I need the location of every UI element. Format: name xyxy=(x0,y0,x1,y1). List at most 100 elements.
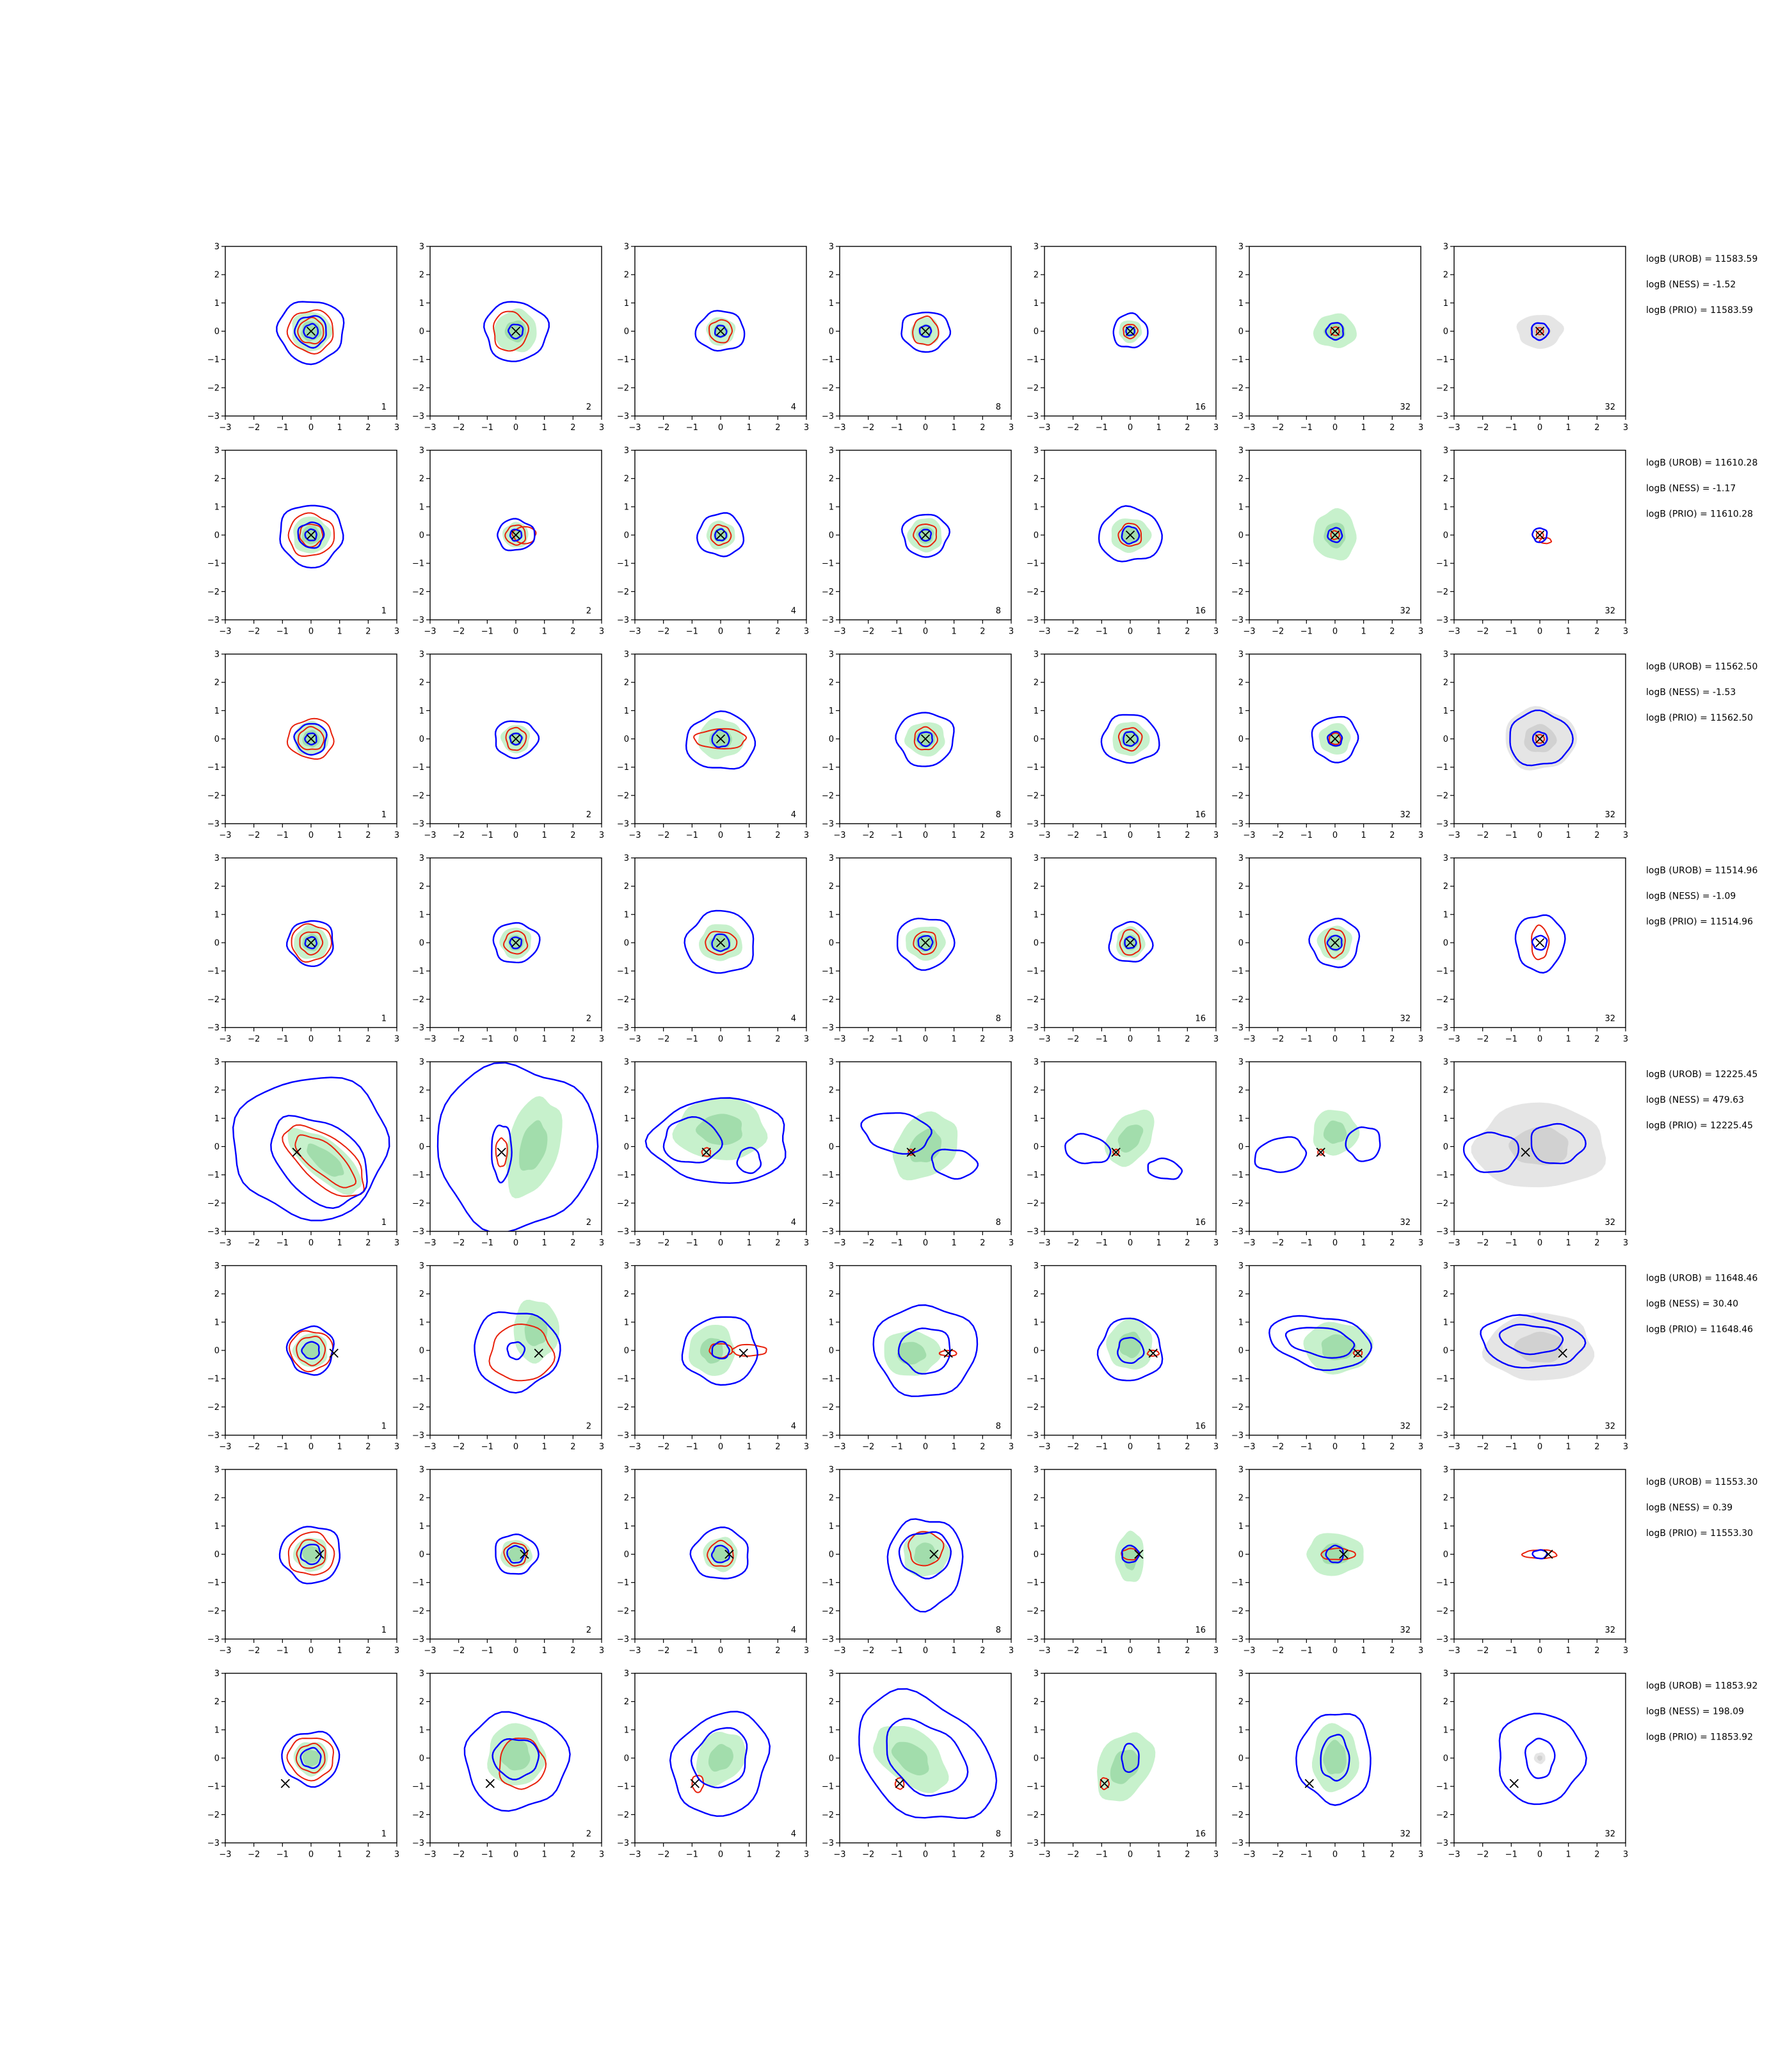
panel-r8-c1: −3 −3 −2 −2 −1 −1 0 0 1 1 2 2 3 3 1 xyxy=(207,1669,399,1860)
panel-label: 32 xyxy=(1400,810,1411,820)
blue-contour xyxy=(662,1116,723,1164)
y-tick-label: 3 xyxy=(419,1669,424,1679)
x-tick-label: −3 xyxy=(1038,1646,1050,1656)
y-tick-label: −3 xyxy=(412,1228,424,1237)
x-tick-label: 0 xyxy=(513,1035,518,1044)
y-tick-label: 1 xyxy=(1443,707,1448,716)
plot-area xyxy=(1311,716,1359,764)
x-tick-label: −1 xyxy=(1096,627,1108,637)
y-tick-label: 3 xyxy=(214,1466,220,1475)
y-tick-label: 2 xyxy=(419,1290,424,1299)
plot-area xyxy=(436,1062,599,1231)
plot-area xyxy=(1514,914,1566,974)
x-tick-label: −1 xyxy=(686,1646,698,1656)
panel-r7-c4: −3−3 −2 −2 −1 −1 0 0 1 1 2 2 3 3 8 xyxy=(822,1466,1014,1656)
y-tick-label: 1 xyxy=(1443,502,1448,512)
y-tick-label: −1 xyxy=(617,1375,629,1384)
blue-contour xyxy=(463,1711,571,1812)
plot-area xyxy=(860,1111,979,1181)
true-value-marker xyxy=(534,1348,543,1358)
blue-contour xyxy=(285,1325,335,1376)
x-tick-label: 1 xyxy=(1566,1443,1571,1452)
panel-r4-c6: −3 −3 −2 −2 −1 −1 0 0 1 1 2 2 3 3 32 xyxy=(1231,854,1423,1044)
red-contour xyxy=(286,309,334,355)
x-tick-label: −3 xyxy=(219,1850,231,1860)
y-tick-label: 2 xyxy=(1238,1494,1244,1503)
blue-contour xyxy=(300,1544,322,1565)
y-tick-label: −2 xyxy=(1027,1403,1039,1412)
plot-area xyxy=(684,909,755,974)
x-tick-label: −2 xyxy=(657,1443,669,1452)
red-contour xyxy=(286,1737,335,1782)
y-tick-label: 3 xyxy=(1238,854,1244,863)
x-tick-label: −2 xyxy=(657,423,669,433)
x-tick-label: 0 xyxy=(1128,1850,1133,1860)
x-tick-label: −3 xyxy=(1243,1035,1255,1044)
red-contour xyxy=(1324,928,1346,959)
blue-contour xyxy=(279,504,344,569)
x-tick-label: −1 xyxy=(1096,1443,1108,1452)
y-tick-label: −1 xyxy=(207,1171,220,1180)
true-value-marker xyxy=(1535,938,1545,948)
y-tick-label: −3 xyxy=(1436,820,1448,829)
y-tick-label: 2 xyxy=(214,678,220,688)
y-tick-label: 0 xyxy=(419,1754,424,1764)
x-tick-label: −3 xyxy=(1243,1646,1255,1656)
x-tick-label: 1 xyxy=(952,423,957,433)
plot-area xyxy=(694,310,746,352)
y-tick-label: 2 xyxy=(624,1697,629,1707)
x-tick-label: 0 xyxy=(1332,1238,1338,1248)
x-tick-label: −2 xyxy=(1067,627,1079,637)
y-tick-label: 2 xyxy=(419,474,424,484)
y-tick-label: 3 xyxy=(1443,1058,1448,1068)
y-tick-label: −1 xyxy=(1027,355,1039,365)
x-tick-label: 1 xyxy=(1156,627,1162,637)
gray-density-core xyxy=(1537,1756,1542,1761)
red-contour xyxy=(708,319,733,344)
blue-contour xyxy=(1121,525,1140,545)
y-tick-label: 1 xyxy=(829,502,834,512)
panel-r5-c7: −3−3 −2 −2 −1 −1 0 0 1 1 2 2 3 3 32 xyxy=(1436,1058,1628,1249)
x-tick-label: −2 xyxy=(1476,627,1489,637)
y-tick-label: 0 xyxy=(1034,1754,1039,1764)
y-tick-label: 2 xyxy=(419,678,424,688)
panel-r8-c2: −3−3 −2 −2 −1 −1 0 0 1 1 2 2 3 3 2 xyxy=(412,1669,604,1860)
panel-label: 1 xyxy=(381,1218,387,1228)
y-tick-label: −2 xyxy=(207,1403,220,1412)
blue-contour xyxy=(1462,1132,1520,1173)
y-tick-label: −1 xyxy=(617,559,629,569)
panel-label: 16 xyxy=(1195,1014,1206,1024)
green-density-core xyxy=(891,1741,929,1776)
y-tick-label: 1 xyxy=(214,1522,220,1532)
blue-contour xyxy=(1064,1133,1112,1165)
true-value-marker xyxy=(1535,530,1545,540)
x-tick-label: 1 xyxy=(1361,1035,1366,1044)
blue-contour xyxy=(509,936,523,950)
blue-contour xyxy=(872,1304,979,1397)
x-tick-label: 2 xyxy=(570,423,575,433)
y-tick-label: −3 xyxy=(1027,1635,1039,1645)
y-tick-label: −3 xyxy=(1231,1228,1244,1237)
panel-label: 2 xyxy=(586,403,591,412)
logb-annotation: logB (NESS) = -1.17 xyxy=(1646,484,1736,494)
panel-r1-c6: −3−3 −2 −2 −1 −1 0 0 1 1 2 2 3 3 32 xyxy=(1231,243,1423,433)
blue-contour xyxy=(1326,934,1343,951)
y-tick-label: −1 xyxy=(1231,967,1244,977)
y-tick-label: −1 xyxy=(1231,763,1244,772)
plot-area xyxy=(1100,714,1160,764)
x-tick-label: −1 xyxy=(686,1035,698,1044)
x-tick-label: −3 xyxy=(628,627,641,637)
true-value-marker xyxy=(920,938,931,948)
true-value-marker xyxy=(1100,1779,1109,1788)
x-tick-label: 1 xyxy=(952,1646,957,1656)
blue-contour xyxy=(1325,322,1344,341)
logb-annotation: logB (PRIO) = 12225.45 xyxy=(1646,1121,1753,1131)
y-tick-label: 1 xyxy=(829,707,834,716)
red-contour xyxy=(693,728,748,750)
x-tick-label: 3 xyxy=(1623,1443,1628,1452)
x-tick-label: 3 xyxy=(1623,1850,1628,1860)
x-tick-label: 1 xyxy=(542,423,547,433)
x-tick-label: −3 xyxy=(1038,1035,1050,1044)
y-tick-label: −1 xyxy=(412,355,424,365)
